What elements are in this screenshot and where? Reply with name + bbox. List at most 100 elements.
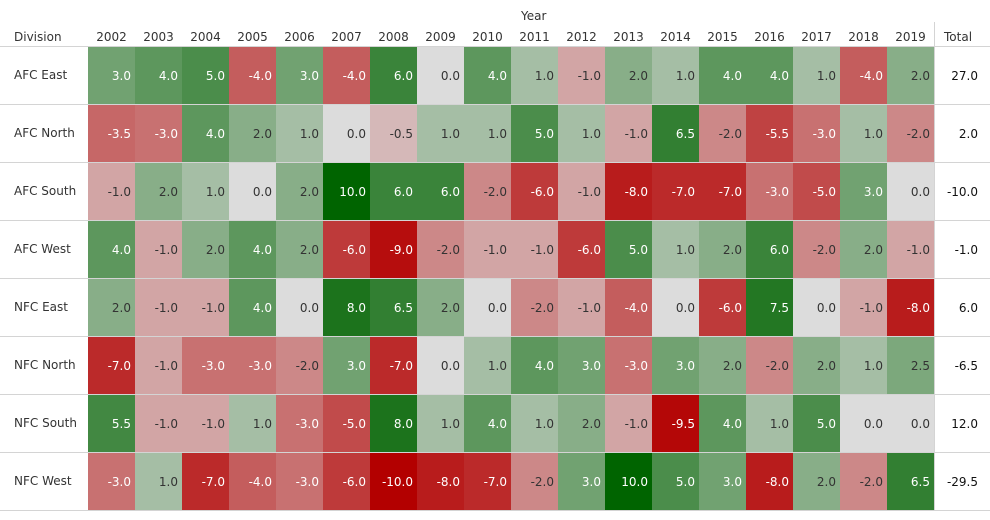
year-header-2015: 2015: [707, 30, 738, 44]
row-divider: [0, 336, 990, 337]
heatmap-cell: -2.0: [699, 105, 746, 163]
heatmap-cell: 2.0: [182, 221, 229, 279]
heatmap-cell: -7.0: [652, 163, 699, 221]
row-total: -29.5: [946, 475, 978, 489]
heatmap-cell: 6.0: [370, 47, 417, 105]
heatmap-cell: 8.0: [323, 279, 370, 337]
heatmap-cell: -6.0: [699, 279, 746, 337]
heatmap-cell: -3.0: [229, 337, 276, 395]
heatmap-cell: -4.0: [840, 47, 887, 105]
heatmap-cell: 0.0: [887, 163, 934, 221]
heatmap-cell: 1.0: [558, 105, 605, 163]
heatmap-cell: -2.0: [511, 279, 558, 337]
heatmap-cell: -3.0: [135, 105, 182, 163]
year-header-2008: 2008: [378, 30, 409, 44]
heatmap-cell: -1.0: [887, 221, 934, 279]
heatmap-cell: -10.0: [370, 453, 417, 511]
heatmap-cell: -1.0: [558, 279, 605, 337]
heatmap-cell: -5.0: [323, 395, 370, 453]
row-total: -10.0: [946, 185, 978, 199]
heatmap-cell: 2.0: [887, 47, 934, 105]
heatmap-cell: 1.0: [135, 453, 182, 511]
division-label: AFC West: [14, 242, 71, 256]
heatmap-cell: -2.0: [840, 453, 887, 511]
heatmap-cell: 5.5: [88, 395, 135, 453]
heatmap-cell: -1.0: [182, 279, 229, 337]
heatmap-cell: -5.5: [746, 105, 793, 163]
year-header-2018: 2018: [848, 30, 879, 44]
heatmap-cell: 1.0: [746, 395, 793, 453]
heatmap-cell: 1.0: [840, 337, 887, 395]
heatmap-cell: 2.0: [793, 337, 840, 395]
heatmap-cell: 1.0: [229, 395, 276, 453]
heatmap-cell: 2.0: [699, 337, 746, 395]
heatmap-cell: -7.0: [88, 337, 135, 395]
row-total: 12.0: [951, 417, 978, 431]
heatmap-cell: 0.0: [887, 395, 934, 453]
heatmap-cell: -3.0: [276, 395, 323, 453]
heatmap-cell: 4.0: [511, 337, 558, 395]
heatmap-cell: -1.0: [605, 105, 652, 163]
division-label: AFC East: [14, 68, 68, 82]
heatmap-cell: 0.0: [652, 279, 699, 337]
heatmap-cell: 0.0: [229, 163, 276, 221]
heatmap-cell: -8.0: [605, 163, 652, 221]
heatmap-cell: -1.0: [558, 47, 605, 105]
heatmap-cell: -0.5: [370, 105, 417, 163]
heatmap-cell: 1.0: [417, 395, 464, 453]
heatmap-cell: -3.5: [88, 105, 135, 163]
heatmap-cell: -3.0: [182, 337, 229, 395]
heatmap-cell: -2.0: [746, 337, 793, 395]
heatmap-cell: -9.5: [652, 395, 699, 453]
heatmap-cell: -9.0: [370, 221, 417, 279]
heatmap-cell: -6.0: [558, 221, 605, 279]
row-total: -6.5: [954, 359, 978, 373]
year-header-2007: 2007: [331, 30, 362, 44]
heatmap-cell: 2.5: [887, 337, 934, 395]
heatmap-cell: 2.0: [276, 221, 323, 279]
row-total: 6.0: [958, 301, 978, 315]
year-axis-title: Year: [521, 9, 547, 23]
heatmap-cell: -2.0: [887, 105, 934, 163]
year-header-2013: 2013: [613, 30, 644, 44]
heatmap-cell: -7.0: [699, 163, 746, 221]
heatmap-cell: 5.0: [605, 221, 652, 279]
row-divider: [0, 394, 990, 395]
heatmap-cell: -2.0: [417, 221, 464, 279]
heatmap-cell: 2.0: [558, 395, 605, 453]
heatmap-cell: -1.0: [135, 395, 182, 453]
heatmap-cell: 1.0: [652, 221, 699, 279]
heatmap-cell: -2.0: [511, 453, 558, 511]
heatmap-cell: -3.0: [746, 163, 793, 221]
division-label: AFC South: [14, 184, 77, 198]
row-total: 2.0: [958, 127, 978, 141]
heatmap-cell: 5.0: [793, 395, 840, 453]
total-divider: [934, 22, 935, 511]
heatmap-cell: 0.0: [276, 279, 323, 337]
heatmap-cell: 5.0: [511, 105, 558, 163]
heatmap-cell: -1.0: [135, 221, 182, 279]
header-divider: [0, 46, 990, 47]
heatmap-cell: -6.0: [511, 163, 558, 221]
heatmap-cell: 10.0: [605, 453, 652, 511]
heatmap-cell: 1.0: [417, 105, 464, 163]
heatmap-cell: -6.0: [323, 453, 370, 511]
row-divider: [0, 162, 990, 163]
heatmap-cell: 1.0: [511, 47, 558, 105]
heatmap-cell: -8.0: [417, 453, 464, 511]
heatmap-cell: 6.5: [370, 279, 417, 337]
year-header-2009: 2009: [425, 30, 456, 44]
heatmap-cell: -7.0: [464, 453, 511, 511]
heatmap-cell: -8.0: [746, 453, 793, 511]
heatmap-cell: 3.0: [699, 453, 746, 511]
row-divider: [0, 220, 990, 221]
year-header-2014: 2014: [660, 30, 691, 44]
year-header-2010: 2010: [472, 30, 503, 44]
heatmap-cell: 5.0: [182, 47, 229, 105]
heatmap-cell: 8.0: [370, 395, 417, 453]
heatmap-cell: -4.0: [229, 453, 276, 511]
heatmap-cell: 0.0: [793, 279, 840, 337]
row-divider: [0, 104, 990, 105]
heatmap-cell: 2.0: [88, 279, 135, 337]
year-header-2003: 2003: [143, 30, 174, 44]
